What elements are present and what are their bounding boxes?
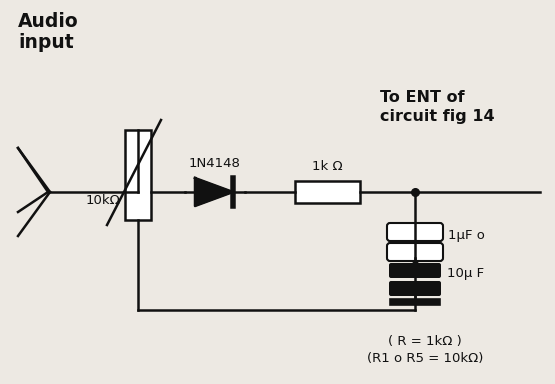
Text: Audio
input: Audio input bbox=[18, 12, 79, 52]
Text: 1N4148: 1N4148 bbox=[189, 157, 241, 170]
Text: 10kΩ: 10kΩ bbox=[85, 194, 120, 207]
FancyBboxPatch shape bbox=[387, 243, 443, 261]
FancyBboxPatch shape bbox=[387, 223, 443, 241]
Polygon shape bbox=[195, 178, 233, 206]
Text: ( R = 1kΩ ): ( R = 1kΩ ) bbox=[388, 335, 462, 348]
Bar bbox=[295, 181, 360, 203]
Text: 1μF o: 1μF o bbox=[448, 230, 485, 243]
Text: (R1 o R5 = 10kΩ): (R1 o R5 = 10kΩ) bbox=[367, 352, 483, 365]
FancyBboxPatch shape bbox=[389, 263, 441, 278]
FancyBboxPatch shape bbox=[389, 281, 441, 296]
Text: To ENT of
circuit fig 14: To ENT of circuit fig 14 bbox=[380, 90, 495, 124]
Bar bbox=[125, 130, 151, 220]
Text: 1k Ω: 1k Ω bbox=[312, 160, 343, 173]
Text: 10μ F: 10μ F bbox=[447, 268, 484, 280]
